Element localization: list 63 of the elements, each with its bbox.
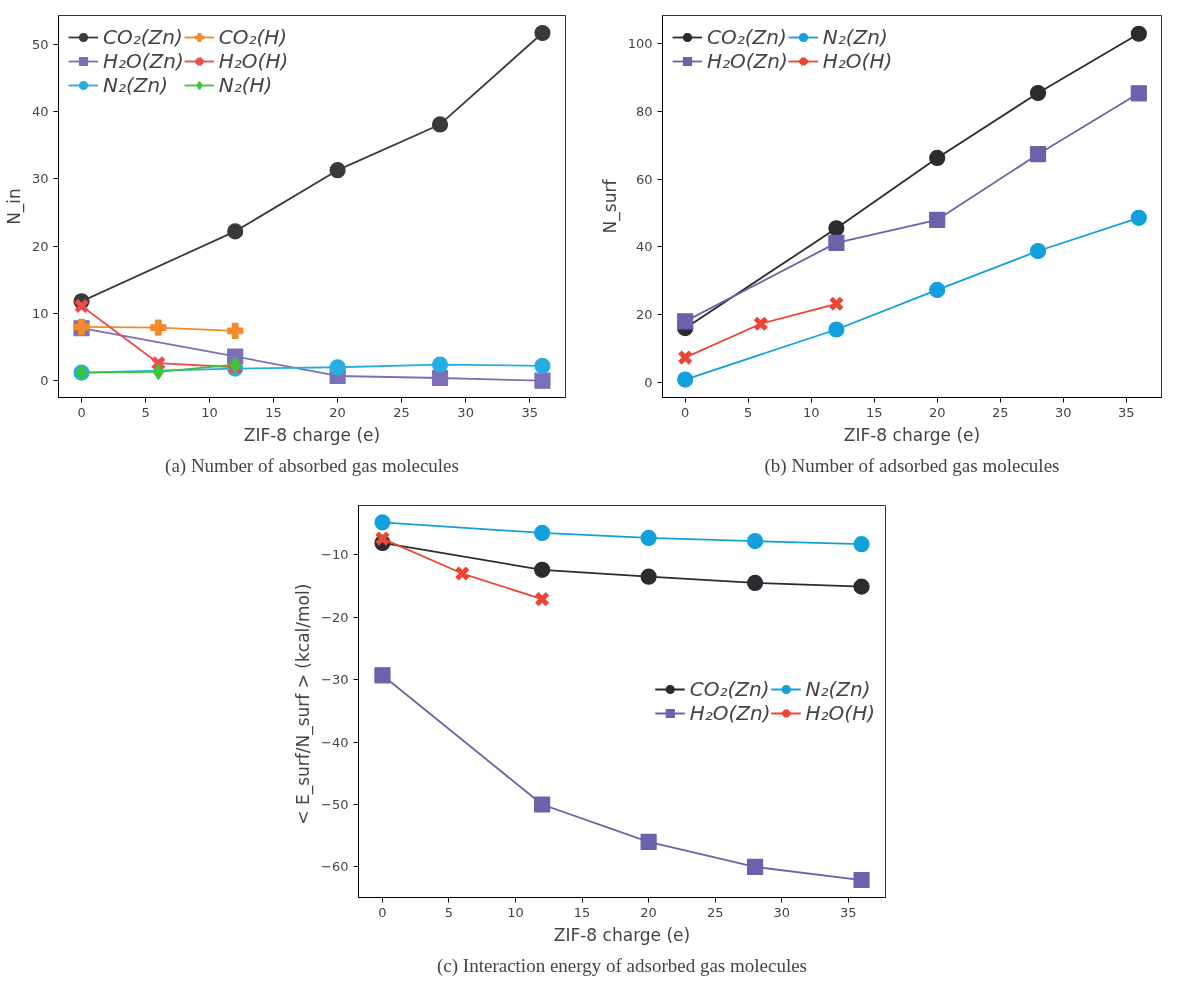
x-tick-label: 35 <box>1117 404 1135 420</box>
text: (c) Interaction energy of adsorbed gas molecules <box>437 954 807 977</box>
x-tick-label: 0 <box>378 904 387 920</box>
x-tick-label: 15 <box>573 904 591 920</box>
legend-label: CO₂(Zn) <box>103 25 183 49</box>
y-tick-label: 20 <box>31 238 49 254</box>
y-tick-label: −40 <box>321 734 349 750</box>
legend-label: N₂(Zn) <box>103 73 168 97</box>
y-axis-title: N_in <box>3 188 25 225</box>
y-tick-label: 100 <box>627 36 653 52</box>
x-tick-label: 20 <box>928 404 946 420</box>
text: (b) Number of adsorbed gas molecules <box>764 454 1060 477</box>
y-tick-label: −20 <box>321 609 349 625</box>
y-tick-label: 0 <box>40 373 49 389</box>
legend-label: H₂O(H) <box>822 49 893 73</box>
y-axis-title: N_surf <box>599 178 621 234</box>
y-tick-label: 20 <box>635 307 653 323</box>
x-axis-title: ZIF-8 charge (e) <box>553 924 691 945</box>
text: (a) Number of absorbed gas molecules <box>165 454 459 477</box>
y-tick-label: 50 <box>31 36 49 52</box>
y-tick-label: −10 <box>321 547 349 563</box>
legend-label: N₂(Zn) <box>822 25 888 49</box>
legend-label: H₂O(Zn) <box>103 49 184 73</box>
x-tick-label: 15 <box>265 404 282 420</box>
legend-label: H₂O(Zn) <box>689 701 771 725</box>
x-tick-label: 15 <box>865 404 883 420</box>
legend-label: N₂(Zn) <box>805 677 871 701</box>
x-tick-label: 0 <box>681 404 690 420</box>
legend-label: CO₂(Zn) <box>707 25 787 49</box>
x-axis-title: ZIF-8 charge (e) <box>843 424 981 445</box>
x-tick-label: 25 <box>706 904 724 920</box>
y-axis-title: < E_surf/N_surf > (kcal/mol) <box>293 583 315 825</box>
x-axis-title: ZIF-8 charge (e) <box>243 424 381 445</box>
x-tick-label: 25 <box>393 404 410 420</box>
x-tick-label: 25 <box>991 404 1009 420</box>
y-tick-label: 60 <box>635 171 653 187</box>
x-tick-label: 30 <box>1054 404 1072 420</box>
y-tick-label: 10 <box>31 305 49 321</box>
legend-label: H₂O(Zn) <box>707 49 788 73</box>
y-tick-label: −50 <box>321 796 349 812</box>
x-tick-label: 35 <box>839 904 857 920</box>
x-tick-label: 5 <box>141 404 150 420</box>
y-tick-label: 80 <box>635 104 653 120</box>
legend-label: H₂O(H) <box>218 49 289 73</box>
y-tick-label: −30 <box>321 672 349 688</box>
legend-label: H₂O(H) <box>805 701 875 725</box>
y-tick-label: −60 <box>321 859 349 875</box>
y-tick-label: 30 <box>31 171 49 187</box>
legend-label: N₂(H) <box>218 73 273 97</box>
y-tick-label: 0 <box>644 374 653 390</box>
x-tick-label: 30 <box>773 904 790 920</box>
legend-label: CO₂(Zn) <box>689 677 770 701</box>
x-tick-label: 10 <box>201 404 218 420</box>
y-tick-label: 40 <box>635 239 653 255</box>
x-tick-label: 5 <box>444 904 454 920</box>
x-tick-label: 5 <box>744 404 753 420</box>
x-tick-label: 10 <box>802 404 820 420</box>
legend-label: CO₂(H) <box>218 25 288 49</box>
x-tick-label: 30 <box>457 404 474 420</box>
y-tick-label: 40 <box>31 104 49 120</box>
x-tick-label: 10 <box>507 904 524 920</box>
x-tick-label: 0 <box>77 404 86 420</box>
x-tick-label: 35 <box>521 404 538 420</box>
